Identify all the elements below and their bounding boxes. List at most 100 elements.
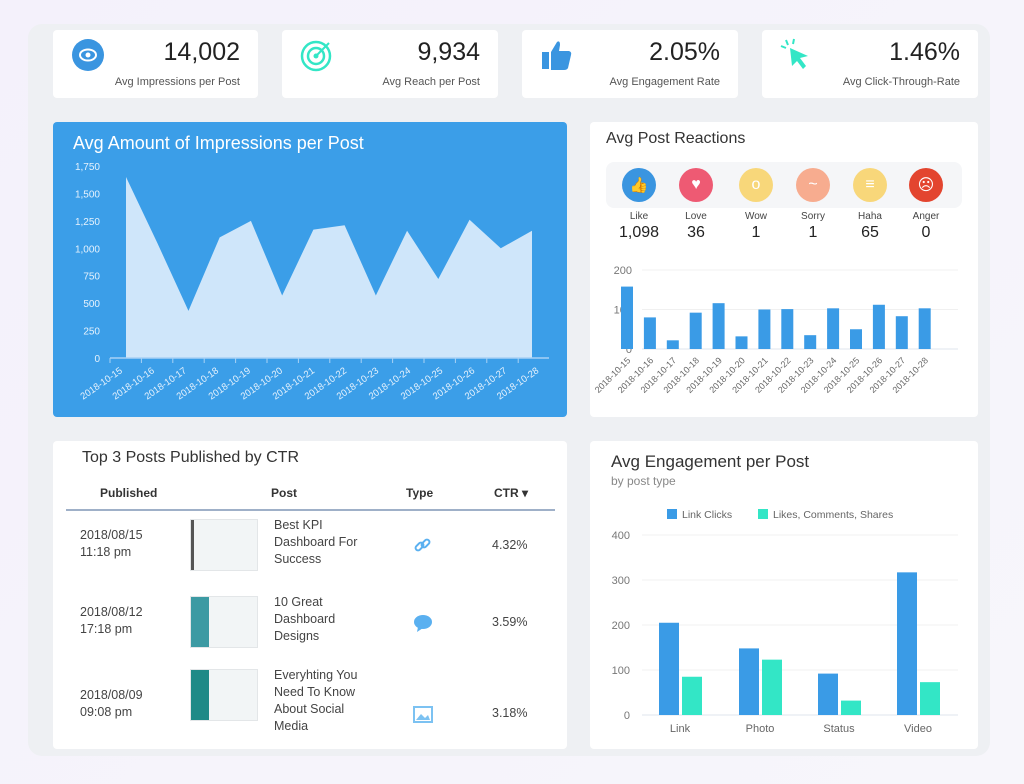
- post-title-line: Dashboard: [274, 612, 336, 626]
- like-icon: 👍: [622, 168, 656, 202]
- reaction-bar[interactable]: [781, 309, 794, 349]
- published-date: 2018/08/15 11:18 pm: [80, 527, 143, 561]
- reaction-value: 0: [921, 224, 931, 241]
- legend-label[interactable]: Link Clicks: [682, 509, 732, 521]
- kpi-value: 2.05%: [649, 38, 720, 66]
- reaction-bar[interactable]: [621, 286, 633, 349]
- post-title[interactable]: Best KPI Dashboard For Success: [274, 517, 357, 568]
- reaction-value: 36: [687, 224, 705, 241]
- reaction-bar[interactable]: [735, 336, 748, 349]
- reaction-bar[interactable]: [918, 308, 931, 349]
- reaction-label: Wow: [744, 211, 768, 222]
- thumbnail-sidebar: [191, 670, 209, 720]
- y-tick-label: 0: [94, 354, 100, 365]
- reaction-bar[interactable]: [895, 316, 908, 349]
- love-icon: ♥: [679, 168, 713, 202]
- engagement-bar[interactable]: [682, 676, 702, 715]
- y-tick-label: 1,500: [75, 189, 100, 200]
- wow-icon: o: [739, 168, 773, 202]
- table-row[interactable]: 2018/08/09 09:08 pm Everyhting You Need To …: [53, 667, 567, 749]
- kpi-value: 9,934: [417, 38, 480, 66]
- col-published[interactable]: Published: [100, 486, 158, 500]
- reaction-bar[interactable]: [689, 312, 702, 349]
- kpi-reach: 9,934 Avg Reach per Post: [282, 30, 498, 98]
- reactions-bar-chart: 01002002018-10-152018-10-162018-10-17201…: [593, 265, 958, 395]
- published-date: 2018/08/09 09:08 pm: [80, 687, 143, 721]
- reaction-haha: ≡ Haha 65: [840, 168, 900, 242]
- reaction-bar[interactable]: [758, 309, 771, 350]
- engagement-bar[interactable]: [762, 659, 782, 715]
- reaction-like: 👍 Like 1,098: [609, 168, 669, 242]
- kpi-label: Avg Impressions per Post: [114, 76, 240, 88]
- post-thumbnail[interactable]: [190, 669, 258, 721]
- post-title-line: Need To Know: [274, 685, 356, 699]
- time-text: 09:08 pm: [80, 705, 133, 719]
- kpi-label: Avg Reach per Post: [382, 76, 480, 88]
- y-tick-label: 200: [614, 265, 632, 277]
- post-thumbnail[interactable]: [190, 596, 258, 648]
- kpi-value: 14,002: [163, 38, 240, 66]
- col-ctr-sort[interactable]: CTR ▾: [494, 486, 529, 500]
- engagement-bar[interactable]: [897, 572, 917, 715]
- thumbnail-sidebar: [191, 597, 209, 647]
- post-title-line: Success: [274, 552, 322, 566]
- cursor-click-icon: [780, 38, 808, 69]
- post-thumbnail[interactable]: [190, 519, 258, 571]
- published-date: 2018/08/12 17:18 pm: [80, 604, 143, 638]
- reactions-title: Avg Post Reactions: [606, 130, 746, 147]
- reaction-bar[interactable]: [827, 308, 840, 349]
- x-tick-label: Video: [904, 723, 932, 735]
- kpi-ctr: 1.46% Avg Click-Through-Rate: [762, 30, 978, 98]
- ctr-value: 4.32%: [492, 538, 528, 552]
- engagement-bar[interactable]: [659, 622, 679, 715]
- engagement-subtitle: by post type: [611, 474, 676, 488]
- engagement-bar[interactable]: [841, 700, 861, 715]
- post-title-line: About Social: [274, 702, 345, 716]
- reaction-bar[interactable]: [712, 303, 725, 349]
- post-title-line: Designs: [274, 629, 320, 643]
- reactions-card: Avg Post Reactions 01002002018-10-152018…: [590, 122, 978, 417]
- legend-label[interactable]: Likes, Comments, Shares: [773, 509, 893, 521]
- y-tick-label: 0: [626, 344, 632, 356]
- table-row[interactable]: 2018/08/15 11:18 pm Best KPI Dashboard For S…: [53, 517, 567, 599]
- col-type[interactable]: Type: [406, 486, 434, 500]
- table-title: Top 3 Posts Published by CTR: [82, 449, 299, 466]
- engagement-bar[interactable]: [920, 682, 940, 715]
- x-tick-label: Status: [823, 723, 855, 735]
- table-row[interactable]: 2018/08/12 17:18 pm 10 Great Dashboard Desig…: [53, 594, 567, 676]
- reaction-bar[interactable]: [850, 329, 862, 349]
- time-text: 17:18 pm: [80, 622, 133, 636]
- engagement-bar[interactable]: [818, 673, 838, 715]
- engagement-card: Avg Engagement per Post by post type Lin…: [590, 441, 978, 749]
- target-icon: [300, 40, 332, 72]
- area-series: [126, 176, 532, 358]
- reaction-love: ♥ Love 36: [666, 168, 726, 242]
- date-text: 2018/08/12: [80, 605, 143, 619]
- kpi-engagement: 2.05% Avg Engagement Rate: [522, 30, 738, 98]
- reaction-bar[interactable]: [872, 304, 885, 349]
- sorry-icon: ~: [796, 168, 830, 202]
- reaction-value: 1: [808, 224, 818, 241]
- eye-icon: [72, 39, 104, 71]
- reaction-label: Haha: [858, 211, 882, 222]
- post-title[interactable]: 10 Great Dashboard Designs: [274, 594, 335, 645]
- y-tick-label: 750: [83, 272, 100, 283]
- col-post[interactable]: Post: [271, 486, 298, 500]
- chart-title: Avg Amount of Impressions per Post: [73, 133, 364, 153]
- engagement-bar[interactable]: [739, 648, 759, 715]
- reaction-bar[interactable]: [804, 335, 817, 349]
- reaction-bar[interactable]: [666, 340, 679, 349]
- post-title[interactable]: Everyhting You Need To Know About Social Me…: [274, 667, 357, 735]
- reaction-value: 1: [751, 224, 761, 241]
- reaction-label: Sorry: [801, 211, 825, 222]
- post-title-line: Dashboard For: [274, 535, 358, 549]
- time-text: 11:18 pm: [80, 545, 132, 559]
- post-title-line: Best KPI: [274, 518, 323, 532]
- date-text: 2018/08/15: [80, 528, 143, 542]
- kpi-impressions: 14,002 Avg Impressions per Post: [53, 30, 258, 98]
- y-tick-label: 1,250: [75, 217, 100, 228]
- y-tick-label: 1,000: [75, 244, 100, 255]
- ctr-value: 3.59%: [492, 615, 528, 629]
- reaction-sorry: ~ Sorry 1: [783, 168, 843, 242]
- reaction-bar[interactable]: [643, 317, 656, 349]
